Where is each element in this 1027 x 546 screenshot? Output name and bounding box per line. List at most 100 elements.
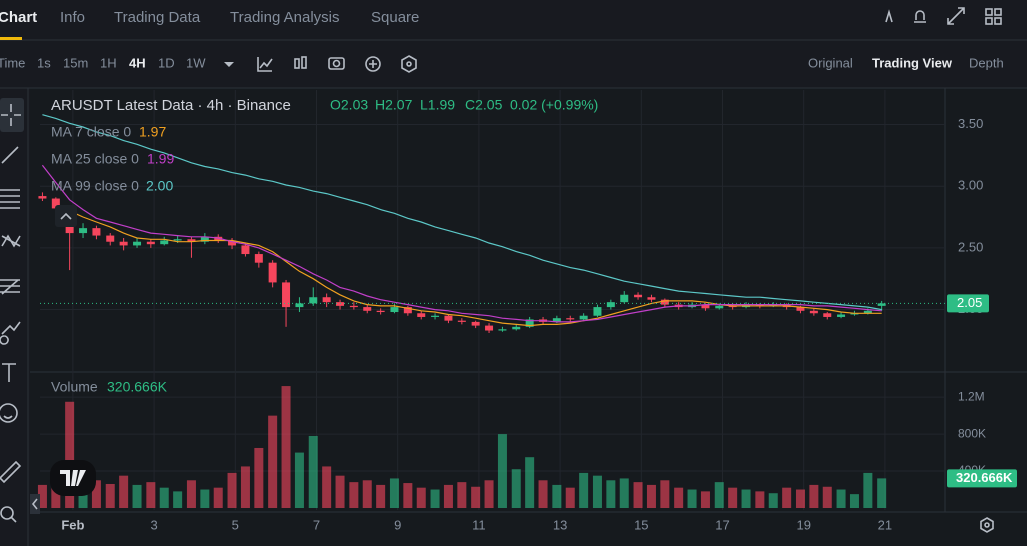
icon[interactable] (406, 61, 412, 67)
tool-icon[interactable] (3, 415, 13, 419)
interval[interactable]: 1H (100, 55, 117, 70)
tool-icon[interactable] (0, 506, 14, 520)
tab[interactable]: Trading Analysis (230, 9, 340, 26)
volume-bar (714, 482, 724, 508)
ohlc-change: 0.02 (+0.99%) (510, 97, 598, 113)
top-icons[interactable] (885, 7, 1002, 25)
ohlc-open: O2.03 (330, 97, 368, 113)
tab[interactable]: Info (60, 9, 85, 26)
candle-body (173, 239, 182, 241)
ohlc-close: C2.05 (465, 97, 503, 113)
icon[interactable] (885, 9, 893, 23)
interval[interactable]: 1s (37, 55, 51, 70)
candle-body (282, 282, 291, 308)
icon[interactable] (301, 56, 307, 69)
collapse-icon[interactable] (60, 212, 72, 220)
volume-bar (443, 484, 453, 508)
time-label[interactable]: Time (0, 55, 25, 70)
volume-bar (782, 487, 792, 508)
view-option[interactable]: Original (808, 55, 853, 70)
icon[interactable] (985, 8, 993, 16)
volume-bar (294, 452, 304, 508)
candle-body (647, 297, 656, 300)
tool-icons[interactable] (257, 55, 417, 73)
settings-icon[interactable] (984, 522, 990, 528)
drawing-tools[interactable] (0, 98, 24, 523)
candle-body (241, 245, 250, 255)
candle-body (823, 313, 832, 317)
icon[interactable] (369, 60, 377, 68)
scroll-button[interactable] (30, 494, 40, 514)
plot: Feb35791113151719212.002.503.003.50400K8… (30, 88, 1027, 532)
tool-icon[interactable] (0, 189, 20, 209)
candle-body (106, 235, 115, 242)
candle-body (444, 315, 453, 321)
icon[interactable] (328, 57, 345, 70)
tool-icon[interactable] (1, 234, 21, 248)
candle-body (79, 228, 88, 234)
volume-bar (37, 484, 47, 508)
volume-bar (430, 489, 440, 508)
tradingview-logo (50, 460, 96, 496)
tool-icon[interactable] (10, 516, 17, 523)
tab[interactable]: Square (371, 9, 419, 26)
icon[interactable] (257, 57, 273, 72)
volume-label: Volume (51, 379, 98, 395)
icon[interactable] (401, 55, 417, 73)
volume-bar (836, 489, 846, 508)
last-price-label: 2.05 (957, 295, 982, 310)
interval[interactable]: 15m (63, 55, 88, 70)
tool-icon[interactable] (0, 403, 18, 423)
icon[interactable] (994, 8, 1002, 16)
candle-body (498, 329, 507, 331)
scroll-icon[interactable] (31, 498, 38, 510)
icon[interactable] (947, 7, 965, 25)
candle-body (634, 294, 643, 298)
candle-body (620, 294, 629, 303)
x-tick-label: 13 (553, 517, 567, 532)
volume-bar (119, 475, 129, 508)
volume-bar (484, 480, 494, 508)
volume-bar (200, 489, 210, 508)
legend-value: 2.00 (146, 178, 173, 194)
view-option[interactable]: Depth (969, 55, 1004, 70)
candle-body (769, 304, 778, 306)
volume-bar (335, 475, 345, 508)
candle-body (309, 297, 318, 304)
interval[interactable]: 4H (129, 55, 146, 70)
interval[interactable]: 1W (186, 55, 206, 70)
logo-mark (60, 470, 86, 486)
tab[interactable]: Chart (0, 9, 37, 26)
tool-icon[interactable] (0, 321, 21, 345)
icon[interactable] (365, 56, 381, 72)
tool-icon[interactable] (0, 460, 22, 484)
interval[interactable]: 1D (158, 55, 175, 70)
y-tick-label: 3.50 (958, 116, 983, 131)
tool-icon[interactable] (0, 279, 20, 295)
candle-body (133, 241, 142, 246)
volume-tick-label: 800K (958, 426, 986, 440)
tool-icon[interactable] (1, 146, 19, 164)
volume-bar (65, 401, 75, 508)
view-option[interactable]: Trading View (872, 55, 953, 70)
dropdown-icon[interactable] (224, 62, 234, 67)
candle-body (146, 241, 155, 245)
volume-bar (376, 484, 386, 508)
collapse-button[interactable] (55, 205, 77, 227)
volume-bar (416, 487, 426, 508)
icon[interactable] (994, 17, 1002, 25)
tab[interactable]: Trading Data (114, 9, 201, 26)
volume-bar (741, 489, 751, 508)
tool-icon[interactable] (1, 104, 21, 126)
icon[interactable] (914, 10, 926, 23)
icon[interactable] (985, 17, 993, 25)
volume-badge (947, 469, 1017, 488)
tool-icon[interactable] (2, 363, 16, 382)
volume-bar (213, 487, 223, 508)
icon[interactable] (332, 59, 341, 68)
icon[interactable] (294, 58, 300, 69)
candle-body (336, 302, 345, 306)
settings-icon[interactable] (980, 517, 994, 533)
